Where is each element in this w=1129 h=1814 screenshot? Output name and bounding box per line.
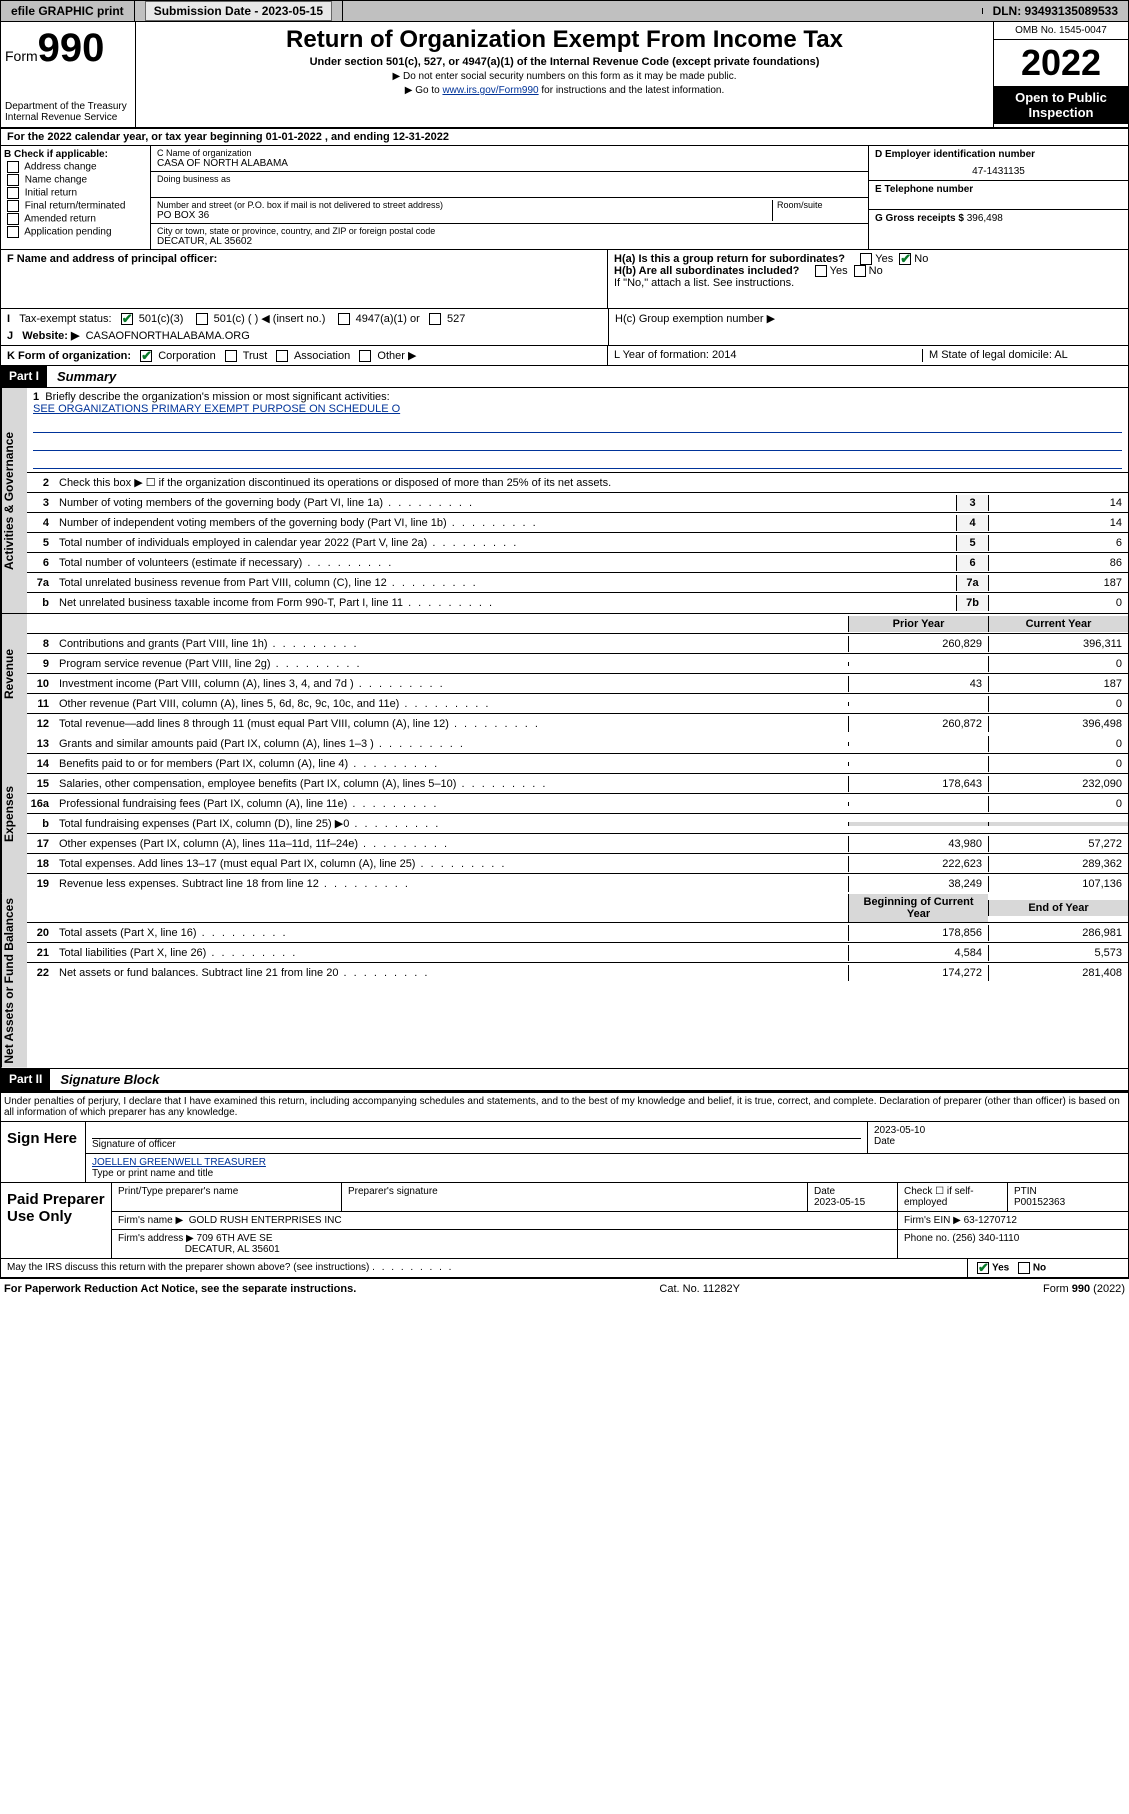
py-cy-header: Prior Year Current Year bbox=[27, 614, 1128, 634]
topbar: efile GRAPHIC print Submission Date - 20… bbox=[0, 0, 1129, 22]
i-j-row: I Tax-exempt status: 501(c)(3) 501(c) ( … bbox=[0, 309, 1129, 346]
k-row: K Form of organization: Corporation Trus… bbox=[0, 346, 1129, 366]
address-cell: Number and street (or P.O. box if mail i… bbox=[151, 198, 868, 224]
gov-line-4: 4 Number of independent voting members o… bbox=[27, 513, 1128, 533]
exp-lines-15: 15 Salaries, other compensation, employe… bbox=[27, 774, 1128, 794]
rev-lines-10: 10 Investment income (Part VIII, column … bbox=[27, 674, 1128, 694]
net-lines-22: 22 Net assets or fund balances. Subtract… bbox=[27, 963, 1128, 983]
summary-revenue: Revenue Prior Year Current Year 8 Contri… bbox=[0, 613, 1129, 734]
section-b: B Check if applicable: Address change Na… bbox=[1, 146, 151, 249]
tax-year-row: For the 2022 calendar year, or tax year … bbox=[0, 129, 1129, 146]
city-cell: City or town, state or province, country… bbox=[151, 224, 868, 249]
f-h-row: F Name and address of principal officer:… bbox=[0, 250, 1129, 309]
net-lines-20: 20 Total assets (Part X, line 16) 178,85… bbox=[27, 923, 1128, 943]
page-footer: For Paperwork Reduction Act Notice, see … bbox=[0, 1278, 1129, 1299]
paid-preparer-row: Paid Preparer Use Only Print/Type prepar… bbox=[1, 1182, 1128, 1258]
part2-header: Part II Signature Block bbox=[0, 1069, 1129, 1091]
rev-lines-12: 12 Total revenue—add lines 8 through 11 … bbox=[27, 714, 1128, 734]
exp-lines-17: 17 Other expenses (Part IX, column (A), … bbox=[27, 834, 1128, 854]
gov-line-3: 3 Number of voting members of the govern… bbox=[27, 493, 1128, 513]
line-2: 2Check this box ▶ ☐ if the organization … bbox=[27, 473, 1128, 493]
net-lines-21: 21 Total liabilities (Part X, line 26) 4… bbox=[27, 943, 1128, 963]
exp-lines-19: 19 Revenue less expenses. Subtract line … bbox=[27, 874, 1128, 894]
signature-block: Under penalties of perjury, I declare th… bbox=[0, 1091, 1129, 1278]
rev-lines-11: 11 Other revenue (Part VIII, column (A),… bbox=[27, 694, 1128, 714]
org-name-cell: C Name of organization CASA OF NORTH ALA… bbox=[151, 146, 868, 172]
rev-lines-9: 9 Program service revenue (Part VIII, li… bbox=[27, 654, 1128, 674]
submission-date: Submission Date - 2023-05-15 bbox=[135, 1, 343, 21]
form-header: Form990 Department of the Treasury Inter… bbox=[0, 22, 1129, 129]
irs-link[interactable]: www.irs.gov/Form990 bbox=[442, 85, 538, 96]
entity-block: B Check if applicable: Address change Na… bbox=[0, 146, 1129, 250]
side-governance: Activities & Governance bbox=[1, 388, 27, 613]
exp-lines-b: b Total fundraising expenses (Part IX, c… bbox=[27, 814, 1128, 834]
line-1: 1 Briefly describe the organization's mi… bbox=[27, 388, 1128, 473]
exp-lines-14: 14 Benefits paid to or for members (Part… bbox=[27, 754, 1128, 774]
year-block: OMB No. 1545-0047 2022 Open to Public In… bbox=[993, 22, 1128, 127]
gov-line-7a: 7a Total unrelated business revenue from… bbox=[27, 573, 1128, 593]
dba-cell: Doing business as bbox=[151, 172, 868, 198]
summary-governance: Activities & Governance 1 Briefly descri… bbox=[0, 388, 1129, 613]
side-revenue: Revenue bbox=[1, 614, 27, 734]
gov-line-5: 5 Total number of individuals employed i… bbox=[27, 533, 1128, 553]
summary-expenses: Expenses 13 Grants and similar amounts p… bbox=[0, 734, 1129, 894]
rev-lines-8: 8 Contributions and grants (Part VIII, l… bbox=[27, 634, 1128, 654]
form-id-block: Form990 Department of the Treasury Inter… bbox=[1, 22, 136, 127]
net-header: Beginning of Current Year End of Year bbox=[27, 894, 1128, 923]
part1-header: Part I Summary bbox=[0, 366, 1129, 388]
gov-line-b: b Net unrelated business taxable income … bbox=[27, 593, 1128, 613]
gov-line-6: 6 Total number of volunteers (estimate i… bbox=[27, 553, 1128, 573]
dln: DLN: 93493135089533 bbox=[983, 1, 1128, 21]
form-title-block: Return of Organization Exempt From Incom… bbox=[136, 22, 993, 127]
efile-label: efile GRAPHIC print bbox=[1, 1, 135, 21]
exp-lines-13: 13 Grants and similar amounts paid (Part… bbox=[27, 734, 1128, 754]
exp-lines-16a: 16a Professional fundraising fees (Part … bbox=[27, 794, 1128, 814]
exp-lines-18: 18 Total expenses. Add lines 13–17 (must… bbox=[27, 854, 1128, 874]
right-entity: D Employer identification number 47-1431… bbox=[868, 146, 1128, 249]
sign-here-row: Sign Here Signature of officer 2023-05-1… bbox=[1, 1121, 1128, 1182]
side-expenses: Expenses bbox=[1, 734, 27, 894]
form-title: Return of Organization Exempt From Incom… bbox=[140, 26, 989, 54]
summary-netassets: Net Assets or Fund Balances Beginning of… bbox=[0, 894, 1129, 1069]
side-netassets: Net Assets or Fund Balances bbox=[1, 894, 27, 1068]
